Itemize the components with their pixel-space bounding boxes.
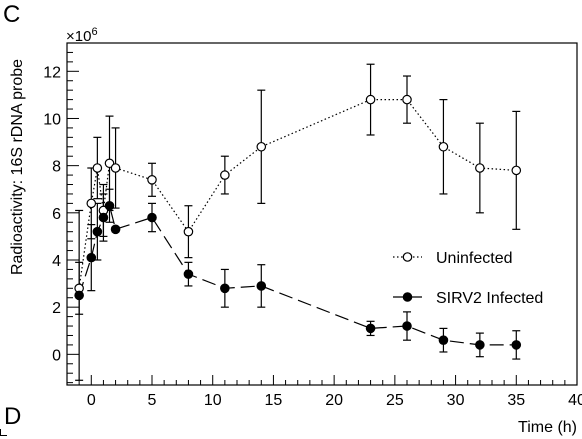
data-point-0 — [511, 165, 522, 176]
y-tick-label: 4 — [52, 253, 61, 270]
data-point-1 — [475, 340, 485, 350]
data-point-1 — [402, 321, 412, 331]
data-point-1 — [183, 269, 194, 279]
series-lines — [78, 98, 517, 346]
data-point-0 — [365, 94, 376, 105]
data-point-0 — [475, 163, 485, 173]
y-multiplier-label: ×106 — [66, 26, 98, 45]
panel-d-axis-fragment — [0, 429, 7, 436]
data-point-0 — [256, 141, 267, 152]
data-point-1 — [74, 290, 84, 301]
x-tick-label: 5 — [148, 392, 157, 409]
data-point-1 — [438, 335, 449, 345]
x-tick-label: 35 — [507, 392, 525, 409]
panel-label-c: C — [3, 1, 21, 28]
data-point-1 — [365, 323, 376, 334]
data-point-1 — [220, 283, 230, 294]
data-point-0 — [110, 163, 121, 173]
data-point-0 — [147, 175, 157, 185]
data-point-0 — [220, 170, 230, 180]
data-point-0 — [438, 141, 449, 152]
data-point-1 — [98, 212, 109, 223]
legend: Uninfected SIRV2 Infected — [393, 250, 543, 307]
x-tick-label: 10 — [204, 392, 222, 409]
data-point-1 — [147, 212, 157, 223]
x-axis-label: Time (h) — [518, 419, 577, 436]
data-point-0 — [92, 163, 103, 173]
y-tick-label: 6 — [52, 206, 61, 223]
legend-label-0: Uninfected — [436, 250, 513, 267]
series-line-1 — [78, 204, 517, 346]
legend-marker-0 — [402, 252, 413, 262]
data-point-1 — [110, 224, 121, 235]
y-axis-label: Radioactivity: 16S rDNA probe — [9, 59, 26, 275]
data-point-0 — [86, 198, 97, 209]
data-point-1 — [86, 252, 97, 263]
y-tick-label: 0 — [52, 347, 61, 364]
x-tick-label: 25 — [386, 392, 404, 409]
axis-labels: 0 5 10 15 20 25 30 35 40 0 2 4 6 8 10 12 ×106 Time (h) Rad… — [9, 26, 582, 436]
y-tick-label: 12 — [43, 64, 61, 81]
legend-label-1: SIRV2 Infected — [436, 290, 543, 307]
data-point-0 — [183, 226, 194, 237]
x-tick-label: 20 — [325, 392, 343, 409]
y-tick-label: 10 — [43, 111, 61, 128]
data-point-1 — [104, 200, 115, 211]
x-tick-label: 0 — [87, 392, 96, 409]
data-point-0 — [402, 94, 412, 105]
y-tick-label: 2 — [52, 300, 61, 317]
data-point-1 — [92, 226, 103, 237]
x-tick-label: 15 — [265, 392, 283, 409]
x-tick-label: 40 — [568, 392, 582, 409]
data-point-1 — [256, 281, 267, 291]
legend-marker-1 — [402, 292, 413, 302]
series-line-0 — [78, 98, 517, 289]
x-tick-label: 30 — [447, 392, 465, 409]
error-bars — [75, 63, 521, 381]
y-tick-label: 8 — [52, 159, 61, 176]
panel-label-d: D — [4, 403, 22, 430]
plot-frame — [66, 42, 578, 386]
data-markers — [74, 94, 522, 350]
axes — [66, 42, 578, 386]
data-point-1 — [511, 340, 522, 350]
